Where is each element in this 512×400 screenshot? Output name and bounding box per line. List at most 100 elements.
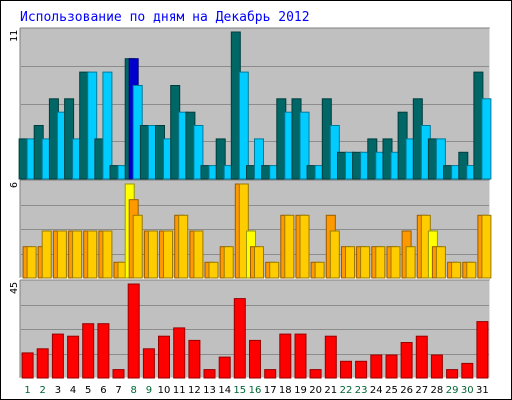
day-label-2: 2 (40, 385, 46, 396)
panel-1-max-label: 11 (9, 30, 20, 42)
day-label-31: 31 (476, 385, 489, 396)
panel-3-bar-day-25-s1 (385, 354, 398, 379)
panel-2-bar-day-30-s3 (466, 261, 477, 279)
panel-1: 11 (9, 27, 492, 180)
panel-2-bar-day-31-s3 (481, 214, 492, 279)
day-label-20: 20 (309, 385, 322, 396)
panel-2-bar-day-14-s3 (223, 246, 234, 279)
panel-2: 6 (9, 179, 492, 279)
panel-3-bar-day-7-s1 (112, 369, 125, 379)
day-label-8: 8 (131, 385, 137, 396)
panel-2-bar-day-23-s3 (360, 246, 371, 279)
day-label-25: 25 (385, 385, 398, 396)
panel-2-bar-day-22-s3 (345, 246, 355, 279)
day-label-12: 12 (188, 385, 201, 396)
panel-3-bar-day-29-s1 (446, 369, 459, 379)
panel-3-bar-day-22-s1 (340, 360, 352, 379)
panel-2-bar-day-18-s3 (284, 214, 295, 279)
day-label-29: 29 (446, 385, 459, 396)
day-labels: 1 2 3 4 5 6 7 8 9 10 11 12 13 14 15 16 17 18 19 20 21 22 23 24 2… (24, 385, 488, 396)
day-label-13: 13 (203, 385, 216, 396)
panel-2-bar-day-10-s3 (163, 230, 173, 279)
panel-3-bar-day-26-s1 (400, 342, 413, 379)
panel-2-bar-day-13-s3 (208, 261, 219, 279)
panel-3-bar-day-31-s1 (476, 321, 489, 379)
panel-3-bar-day-30-s1 (461, 362, 474, 379)
panel-2-bar-day-26-s3 (405, 246, 416, 279)
panel-2-bar-day-2-s3 (41, 230, 52, 279)
day-label-11: 11 (173, 385, 186, 396)
panel-3-bar-day-15-s1 (233, 298, 246, 379)
panel-2-bar-day-9-s3 (147, 230, 158, 279)
panel-2-bar-day-4-s3 (72, 230, 83, 279)
day-label-22: 22 (340, 385, 353, 396)
panel-3-bar-day-4-s1 (67, 335, 80, 379)
panel-3-bar-day-9-s1 (142, 348, 155, 379)
panel-3-bar-day-13-s1 (203, 369, 216, 379)
panel-3-bar-day-14-s1 (218, 356, 231, 379)
day-label-1: 1 (24, 385, 30, 396)
panel-3-bar-day-16-s1 (249, 339, 261, 379)
day-label-19: 19 (294, 385, 307, 396)
panel-3-bar-day-8-s1 (127, 283, 140, 379)
panel-3-bar-day-18-s1 (279, 333, 292, 379)
day-label-18: 18 (279, 385, 292, 396)
panel-2-bar-day-21-s3 (329, 230, 340, 279)
day-label-24: 24 (370, 385, 383, 396)
panel-3-bar-day-20-s1 (309, 369, 322, 379)
panel-3-bar-day-21-s1 (324, 335, 337, 379)
panel-1-bar-day-6-s3 (102, 71, 113, 180)
day-label-15: 15 (233, 385, 246, 396)
panel-2-bar-day-3-s3 (56, 230, 67, 279)
panel-2-bar-day-25-s3 (390, 246, 401, 279)
panel-2-bar-day-8-s3 (132, 214, 143, 279)
panel-2-bar-day-28-s3 (435, 246, 446, 279)
panel-3-bar-day-28-s1 (430, 354, 443, 379)
day-label-6: 6 (100, 385, 106, 396)
day-label-21: 21 (324, 385, 337, 396)
panel-1-bar-day-31-s3 (481, 98, 492, 180)
panel-2-bar-day-16-s3 (254, 246, 264, 279)
panel-3-max-label: 45 (9, 282, 20, 294)
chart-title: Использование по дням на Декабрь 2012 (20, 10, 310, 25)
panel-3-bar-day-3-s1 (51, 333, 64, 379)
panel-3-bar-day-1-s1 (21, 352, 34, 379)
panel-2-bar-day-24-s3 (375, 246, 386, 279)
panel-2-bar-day-6-s3 (102, 230, 113, 279)
day-label-10: 10 (158, 385, 171, 396)
day-label-14: 14 (218, 385, 231, 396)
panel-2-bar-day-1-s3 (26, 246, 37, 279)
panels: 11 6 45 (9, 27, 492, 379)
panel-2-bar-day-29-s3 (451, 261, 462, 279)
panel-3-bar-day-11-s1 (173, 327, 186, 379)
panel-1-bar-day-16-s3 (254, 138, 264, 180)
day-label-4: 4 (70, 385, 76, 396)
day-label-28: 28 (431, 385, 444, 396)
panel-3-bar-day-12-s1 (188, 339, 201, 379)
panel-2-bar-day-12-s3 (193, 230, 204, 279)
day-label-16: 16 (249, 385, 262, 396)
panel-3-bar-day-10-s1 (158, 335, 170, 379)
panel-2-max-label: 6 (9, 182, 20, 188)
panel-1-bar-day-5-s3 (87, 71, 98, 180)
panel-2-bar-day-11-s3 (178, 214, 189, 279)
day-label-26: 26 (400, 385, 413, 396)
panel-1-bar-day-14-s1 (215, 138, 226, 180)
panel-3-bar-day-27-s1 (415, 335, 428, 379)
panel-1-bar-day-15-s3 (238, 71, 249, 180)
panel-3-bar-day-2-s1 (36, 348, 49, 379)
panel-3-bar-day-17-s1 (264, 369, 277, 379)
panel-1-bar-day-28-s3 (435, 138, 446, 180)
panel-3-bar-day-6-s1 (97, 323, 110, 379)
panel-2-bar-day-19-s3 (299, 214, 310, 279)
day-label-30: 30 (461, 385, 474, 396)
panel-3-bar-day-24-s1 (370, 354, 383, 379)
day-label-3: 3 (55, 385, 61, 396)
panel-1-bar-day-19-s3 (299, 111, 310, 180)
panel-3-bar-day-19-s1 (294, 333, 307, 379)
day-label-9: 9 (146, 385, 152, 396)
panel-2-bar-day-17-s3 (269, 261, 280, 279)
day-label-27: 27 (415, 385, 428, 396)
panel-3-bar-day-23-s1 (355, 360, 368, 379)
